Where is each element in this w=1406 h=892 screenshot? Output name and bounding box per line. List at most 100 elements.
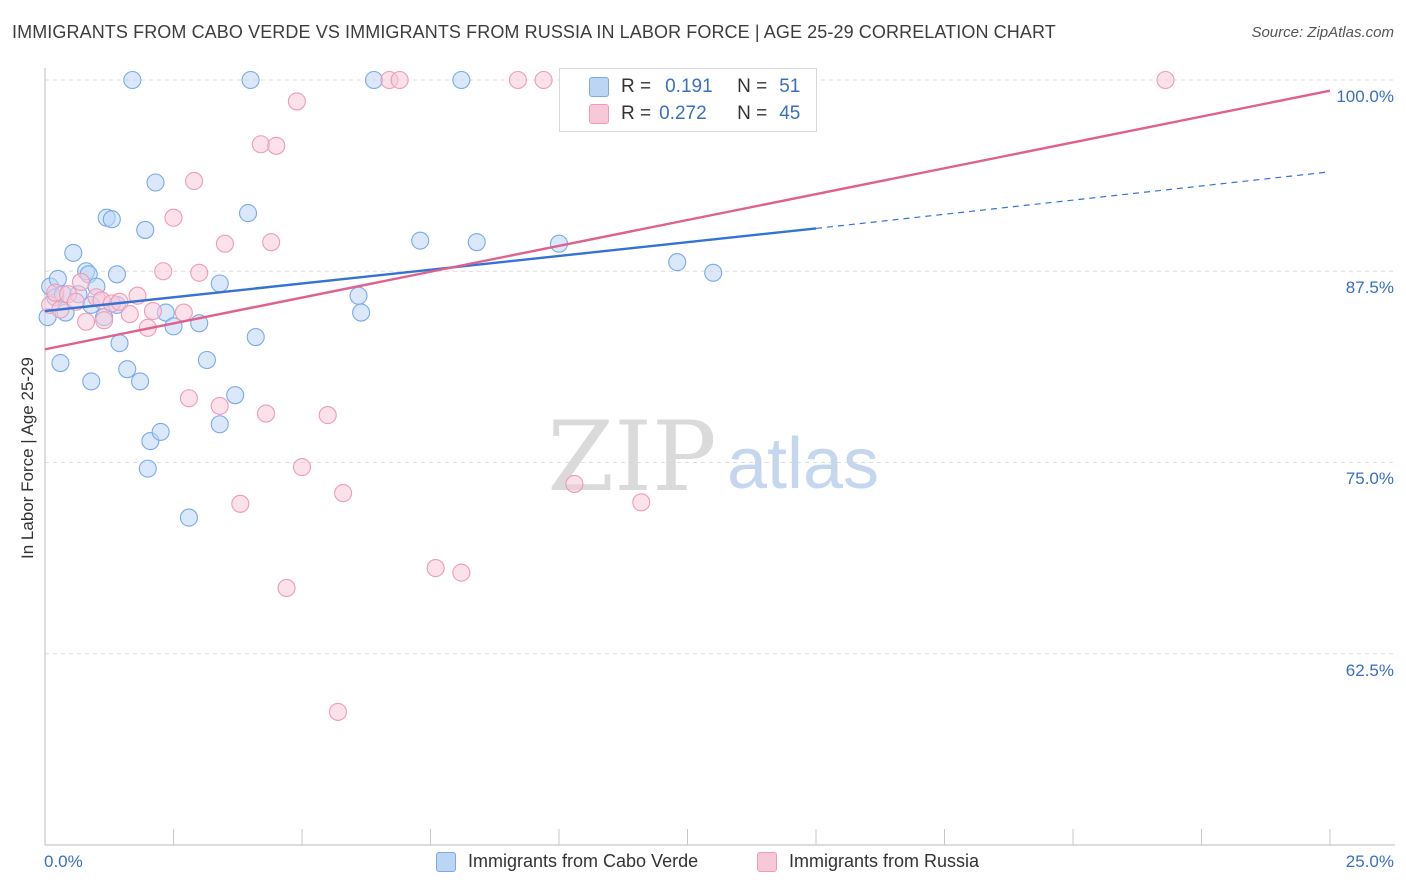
cabo-verde-point (241, 70, 260, 90)
chart-title: IMMIGRANTS FROM CABO VERDE VS IMMIGRANTS… (12, 22, 1056, 42)
watermark-zip: ZIP (547, 401, 716, 513)
cabo-verde-point (246, 327, 265, 347)
bottom-legend-label-russia: Immigrants from Russia (789, 851, 980, 871)
russia-trend-line (44, 89, 1331, 351)
cabo-verde-point (102, 210, 121, 229)
russia-point (318, 406, 337, 425)
legend-r-value-cabo-verde: 0.191 (665, 76, 713, 97)
russia-point (179, 389, 198, 408)
cabo-verde-point (210, 274, 229, 293)
stats-legend: R = 0.191 N = 51 R = 0.272 N = 45 (559, 68, 817, 132)
watermark: ZIP atlas (547, 401, 879, 513)
russia-point (77, 312, 96, 331)
russia-point (231, 494, 250, 513)
russia-point (251, 135, 270, 154)
y-tick-label: 100.0% (1336, 87, 1394, 106)
russia-point (534, 70, 553, 90)
y-tick-label: 62.5% (1345, 661, 1394, 680)
russia-point (215, 234, 234, 253)
cabo-verde-point (197, 350, 216, 370)
russia-point (95, 311, 114, 330)
legend-n-value-cabo-verde: 51 (779, 76, 801, 97)
russia-point (390, 70, 409, 90)
russia-point (256, 404, 276, 423)
series-russia-points (41, 70, 1175, 721)
gridlines (45, 79, 1395, 655)
russia-point (164, 208, 183, 227)
cabo-verde-trend-line (44, 227, 817, 313)
legend-swatch-cabo-verde (589, 77, 609, 97)
cabo-verde-point (467, 233, 486, 252)
russia-point (210, 396, 229, 415)
bottom-legend-swatch-russia (757, 851, 777, 872)
cabo-verde-point (123, 70, 142, 90)
bottom-legend-russia: Immigrants from Russia (757, 851, 979, 872)
russia-point (508, 70, 527, 90)
cabo-verde-point (210, 415, 229, 434)
russia-point (174, 303, 193, 322)
watermark-atlas: atlas (727, 424, 879, 504)
cabo-verde-point (131, 372, 150, 391)
cabo-verde-point (668, 253, 687, 272)
legend-row-russia: R = 0.272 N = 45 (560, 100, 800, 128)
legend-r-label: R = (621, 103, 652, 124)
russia-point (262, 233, 281, 252)
cabo-verde-point (146, 173, 165, 192)
cabo-verde-point (704, 263, 723, 282)
legend-r-value-russia: 0.272 (659, 103, 707, 124)
cabo-verde-point (118, 360, 137, 379)
russia-point (292, 458, 312, 477)
cabo-verde-point (136, 220, 155, 239)
x-tick-label: 25.0% (1345, 852, 1394, 871)
legend-n-label: N = (737, 103, 768, 124)
legend-n-value-russia: 45 (779, 103, 801, 124)
russia-point (452, 563, 471, 582)
russia-point (334, 484, 353, 503)
axes (44, 68, 1395, 846)
cabo-verde-point (238, 204, 258, 223)
cabo-verde-point (107, 265, 127, 284)
russia-point (154, 262, 173, 281)
y-tick-label: 75.0% (1345, 469, 1394, 488)
cabo-verde-point (411, 231, 430, 250)
trend-lines (44, 89, 1331, 351)
cabo-verde-point (51, 353, 70, 373)
russia-point (267, 136, 286, 155)
cabo-verde-point (179, 508, 198, 527)
russia-point (287, 92, 306, 111)
russia-point (565, 474, 584, 493)
legend-row-cabo-verde: R = 0.191 N = 51 (560, 73, 800, 101)
cabo-verde-point (151, 422, 170, 441)
russia-point (426, 559, 445, 578)
bottom-legend-swatch-cabo-verde (436, 851, 456, 872)
russia-point (632, 493, 651, 512)
cabo-verde-point (452, 70, 471, 90)
cabo-verde-trend-extension (815, 171, 1331, 230)
legend-swatch-russia (589, 104, 609, 124)
cabo-verde-point (349, 286, 368, 305)
cabo-verde-point (82, 372, 101, 391)
cabo-verde-point (138, 459, 157, 478)
cabo-verde-point (226, 386, 245, 405)
bottom-legend-label-cabo-verde: Immigrants from Cabo Verde (468, 851, 699, 871)
cabo-verde-point (110, 334, 129, 353)
cabo-verde-point (364, 70, 384, 90)
bottom-legend-cabo-verde: Immigrants from Cabo Verde (436, 851, 698, 872)
x-tick-label: 0.0% (44, 852, 83, 871)
legend-n-label: N = (737, 76, 768, 97)
cabo-verde-point (64, 243, 83, 262)
russia-point (1156, 70, 1175, 90)
russia-point (120, 305, 139, 324)
russia-point (277, 578, 296, 598)
russia-point (185, 171, 204, 191)
russia-point (71, 272, 91, 292)
chart-source: Source: ZipAtlas.com (1251, 24, 1394, 41)
russia-point (190, 263, 209, 282)
cabo-verde-point (352, 303, 371, 322)
russia-point (328, 702, 348, 721)
y-tick-label: 87.5% (1345, 278, 1394, 297)
y-axis-label: In Labor Force | Age 25-29 (18, 357, 37, 559)
russia-point (143, 301, 162, 321)
legend-r-label: R = (621, 76, 652, 97)
